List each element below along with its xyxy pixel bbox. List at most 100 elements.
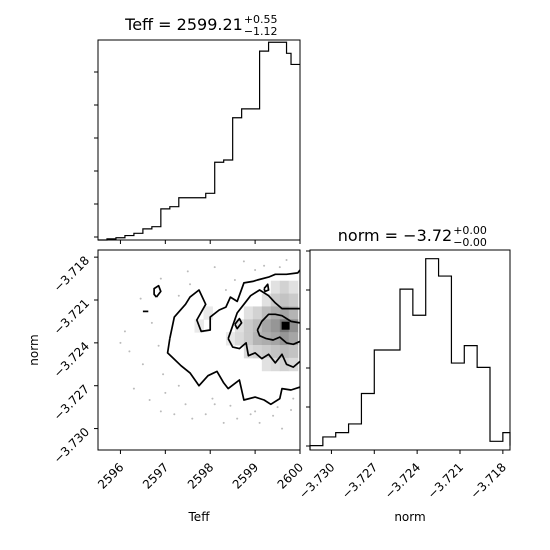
scatter-point [278,266,281,269]
density-cell [288,280,299,295]
norm-histogram-line [309,258,511,450]
contour-line [256,313,300,331]
density-cell [225,332,236,346]
density-cell [261,319,272,333]
scatter-point [242,260,245,263]
density-cell [261,293,272,307]
scatter-point [162,373,165,376]
joint-y-tick-label: −3.718 [51,253,92,294]
scatter-point [123,330,126,333]
density-cell [252,306,263,320]
joint-x-tick-label: 2597 [140,460,171,491]
density-cell [279,293,290,307]
scatter-point [148,399,151,401]
scatter-point [128,350,131,353]
scatter-point [229,404,232,407]
scatter-point [249,413,252,416]
density-cell [234,332,245,346]
scatter-point [222,421,225,424]
contour-line [227,289,300,339]
scatter-point [281,427,284,430]
norm-title: norm = −3.72 [338,226,452,245]
scatter-point [290,409,293,411]
scatter-point [224,289,227,291]
scatter-point [213,403,216,406]
contour-line [234,317,243,330]
scatter-point [191,417,194,420]
density-cell [203,306,213,320]
density-cell [279,357,290,372]
contour-line [263,283,270,293]
scatter-point [204,413,207,416]
density-cell [270,306,281,320]
joint-y-tick-label: −3.721 [51,296,92,337]
scatter-point [186,270,189,273]
density-cell [252,345,263,359]
scatter-point [177,294,180,297]
density-cell [270,280,281,295]
density-cell [270,357,281,372]
density-cell [261,345,272,359]
density-cell [243,319,254,333]
density-cell [288,319,299,333]
scatter-point [150,321,153,324]
norm-x-tick-label: −3.727 [339,460,380,501]
scatter-point [285,259,288,261]
density-cell [279,332,290,346]
density-cell [270,293,281,307]
scatter-point [233,279,236,281]
joint-x-tick-label: 2599 [230,460,261,491]
density-cell [252,319,263,333]
scatter-point [213,266,216,269]
density-cell [279,306,290,320]
teff-histogram-line [98,41,300,241]
scatter-point [254,410,257,413]
x-axis-label-norm: norm [394,510,425,524]
scatter-point [292,397,295,400]
norm-title-plus: +0.00 [453,224,487,237]
scatter-point [258,421,261,424]
density-cell [243,306,254,320]
scatter-point [211,397,214,400]
scatter-point [263,264,266,267]
norm-x-tick-label: −3.721 [425,460,466,501]
scatter-point [119,341,122,344]
joint-y-tick-label: −3.727 [51,382,92,423]
density-cell [252,332,263,346]
density-cell [261,306,272,320]
contour-line [153,284,162,298]
y-axis-label-norm: norm [27,334,41,365]
density-cell [270,345,281,359]
contour-line [168,269,300,339]
density-cell [279,280,290,295]
density-cell [288,293,299,307]
scatter-point [272,414,275,417]
density-cell [243,332,254,346]
density-cell [279,345,290,359]
density-cell [288,306,299,320]
contour-line [227,338,300,368]
scatter-point [173,413,176,416]
joint-x-tick-label: 2598 [185,460,216,491]
scatter-point [254,269,257,271]
scatter-point [159,410,162,413]
density-cell [288,332,299,346]
teff-title-minus: −1.12 [244,25,278,38]
x-axis-label-teff: Teff [188,510,211,524]
scatter-point [184,403,187,406]
density-cell [288,345,299,359]
contour-line [256,329,300,346]
joint-y-tick-label: −3.724 [51,339,92,380]
scatter-point [141,363,144,366]
teff-title: Teff = 2599.21 [124,15,243,34]
norm-title-minus: −0.00 [453,236,487,249]
scatter-point [177,384,180,387]
norm-x-tick-label: −3.724 [382,460,423,501]
norm-x-tick-label: −3.718 [468,460,509,501]
contour-line [166,338,300,406]
joint-panel-frame [97,249,301,451]
scatter-point [189,283,192,286]
scatter-point [236,417,239,420]
scatter-point [132,387,135,390]
